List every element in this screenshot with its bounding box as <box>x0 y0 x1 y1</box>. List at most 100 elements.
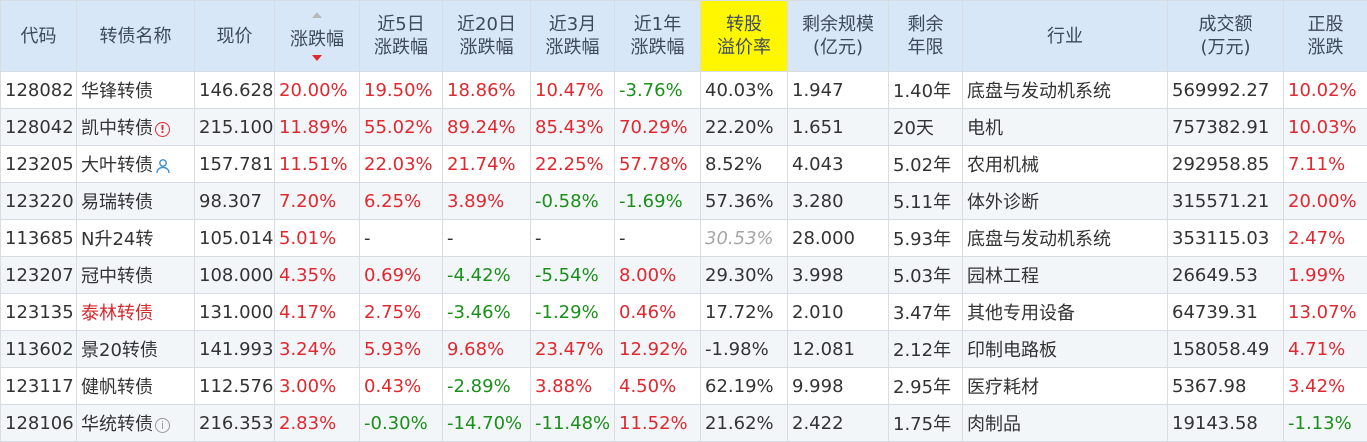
cell-name[interactable]: 凯中转债! <box>76 108 195 146</box>
cell-name[interactable]: 景20转债 <box>76 330 195 368</box>
column-header-label: 行业 <box>1047 26 1083 47</box>
cell-code[interactable]: 123205 <box>0 145 77 183</box>
cell-chg5d: 0.43% <box>359 367 443 405</box>
cell-name[interactable]: 华锋转债 <box>76 71 195 109</box>
cell-value: 2.422 <box>792 412 844 434</box>
cell-chg5d: 55.02% <box>359 108 443 146</box>
cell-value: 农用机械 <box>967 155 1039 176</box>
column-header-label: 剩余 年限 <box>908 14 944 58</box>
cell-chg20d: -14.70% <box>442 404 531 442</box>
column-header-volume[interactable]: 成交额 (万元) <box>1167 0 1284 72</box>
table-row[interactable]: 113602 景20转债 141.993 3.24% 5.93% 9.68% 23.47% 1… <box>0 330 1367 368</box>
column-header-change[interactable]: 涨跌幅 <box>274 0 360 72</box>
cell-chg5d: 22.03% <box>359 145 443 183</box>
cell-value: 9.998 <box>792 375 844 397</box>
table-row[interactable]: 123205 大叶转债 157.781 11.51% 22.03% 21.74% 22.25… <box>0 145 1367 183</box>
column-header-premium[interactable]: 转股 溢价率 <box>700 0 788 72</box>
cell-value: 11.89% <box>279 116 348 138</box>
column-header-chg20d[interactable]: 近20日 涨跌幅 <box>442 0 531 72</box>
cell-value: 70.29% <box>619 116 688 138</box>
column-header-stock_chg[interactable]: 正股 涨跌 <box>1283 0 1367 72</box>
column-header-chg1y[interactable]: 近1年 涨跌幅 <box>614 0 701 72</box>
cell-name[interactable]: 大叶转债 <box>76 145 195 183</box>
cell-value: 2.010 <box>792 301 844 323</box>
cell-chg1y: -1.69% <box>614 182 701 220</box>
cell-name[interactable]: 泰林转债 <box>76 293 195 331</box>
cell-value: 3.24% <box>279 338 337 360</box>
cell-value: 113602 <box>5 338 74 360</box>
cell-price: 157.781 <box>194 145 275 183</box>
table-row[interactable]: 123220 易瑞转债 98.307 7.20% 6.25% 3.89% -0.58% -1.… <box>0 182 1367 220</box>
cell-premium: 40.03% <box>700 71 788 109</box>
column-header-text: 近3月 <box>548 14 597 35</box>
cell-change: 3.24% <box>274 330 360 368</box>
cell-code[interactable]: 123135 <box>0 293 77 331</box>
cell-code[interactable]: 128082 <box>0 71 77 109</box>
cell-chg3m: -5.54% <box>530 256 615 294</box>
cell-value: 20.00% <box>1288 190 1357 212</box>
cell-value: 3.88% <box>535 375 593 397</box>
cell-value: 3.998 <box>792 264 844 286</box>
table-row[interactable]: 128082 华锋转债 146.628 20.00% 19.50% 18.86% 10.47… <box>0 71 1367 109</box>
column-header-chg3m[interactable]: 近3月 涨跌幅 <box>530 0 615 72</box>
cell-name[interactable]: N升24转 <box>76 219 195 257</box>
cell-value: 123207 <box>5 264 74 286</box>
cell-value: 7.20% <box>279 190 337 212</box>
cell-name[interactable]: 冠中转债 <box>76 256 195 294</box>
column-header-chg5d[interactable]: 近5日 涨跌幅 <box>359 0 443 72</box>
column-header-code[interactable]: 代码 <box>0 0 77 72</box>
cell-code[interactable]: 113602 <box>0 330 77 368</box>
cell-name[interactable]: 易瑞转债 <box>76 182 195 220</box>
sort-descending-icon <box>312 54 322 61</box>
table-row[interactable]: 128042 凯中转债! 215.100 11.89% 55.02% 89.24% 85.4… <box>0 108 1367 146</box>
table-row[interactable]: 113685 N升24转 105.014 5.01% - - - - 30.53% 28.000 5… <box>0 219 1367 257</box>
table-row[interactable]: 123117 健帆转债 112.576 3.00% 0.43% -2.89% 3.88% 4.… <box>0 367 1367 405</box>
cell-name[interactable]: 华统转债 i <box>76 404 195 442</box>
cell-code[interactable]: 123220 <box>0 182 77 220</box>
cell-value: 569992.27 <box>1172 79 1270 101</box>
cell-value: 57.78% <box>619 153 688 175</box>
cell-name[interactable]: 健帆转债 <box>76 367 195 405</box>
cell-chg1y: 11.52% <box>614 404 701 442</box>
cell-code[interactable]: 113685 <box>0 219 77 257</box>
cell-chg3m: - <box>530 219 615 257</box>
info-icon[interactable]: i <box>155 417 170 433</box>
cell-price: 105.014 <box>194 219 275 257</box>
table-header: 代码 转债名称 现价 涨跌幅 近5日 涨跌幅 近20日 涨跌幅 近3月 涨跌幅 近1年 涨跌幅 转股 溢价… <box>0 0 1367 72</box>
column-header-price[interactable]: 现价 <box>194 0 275 72</box>
cell-value: 112.576 <box>199 375 274 397</box>
column-header-term[interactable]: 剩余 年限 <box>888 0 963 72</box>
cell-value: 146.628 <box>199 79 274 101</box>
column-header-text: 剩余规模 <box>802 14 874 35</box>
cell-premium: 17.72% <box>700 293 788 331</box>
column-header-scale[interactable]: 剩余规模 (亿元) <box>787 0 889 72</box>
cell-industry: 医疗耗材 <box>962 367 1168 405</box>
cell-price: 108.000 <box>194 256 275 294</box>
cell-value: 89.24% <box>447 116 516 138</box>
table-row[interactable]: 123207 冠中转债 108.000 4.35% 0.69% -4.42% -5.54% 8… <box>0 256 1367 294</box>
table-row[interactable]: 128106 华统转债 i 216.353 2.83% -0.30% -14.70% -11.… <box>0 404 1367 442</box>
person-icon[interactable] <box>155 158 171 174</box>
cell-term: 2.12年 <box>888 330 963 368</box>
cell-value: -3.46% <box>447 301 511 323</box>
cell-premium: 21.62% <box>700 404 788 442</box>
column-header-text: 涨跌幅 <box>630 37 685 58</box>
cell-code[interactable]: 123207 <box>0 256 77 294</box>
column-header-industry[interactable]: 行业 <box>962 0 1168 72</box>
column-header-name[interactable]: 转债名称 <box>76 0 195 72</box>
cell-code[interactable]: 128106 <box>0 404 77 442</box>
column-header-text: 近5日 <box>377 14 425 35</box>
cell-code[interactable]: 128042 <box>0 108 77 146</box>
table-row[interactable]: 123135 泰林转债 131.000 4.17% 2.75% -3.46% -1.29% 0… <box>0 293 1367 331</box>
cell-chg3m: 3.88% <box>530 367 615 405</box>
column-header-text: 近20日 <box>457 14 516 35</box>
cell-value: 215.100 <box>199 116 274 138</box>
cell-code[interactable]: 123117 <box>0 367 77 405</box>
warning-icon[interactable]: ! <box>155 121 170 137</box>
cell-value: 2.75% <box>364 301 422 323</box>
cell-value: -14.70% <box>447 412 523 434</box>
cell-value: 26649.53 <box>1172 264 1258 286</box>
sort-ascending-icon <box>312 11 322 18</box>
cell-value: 3.89% <box>447 190 505 212</box>
cell-value: 7.11% <box>1288 153 1346 175</box>
